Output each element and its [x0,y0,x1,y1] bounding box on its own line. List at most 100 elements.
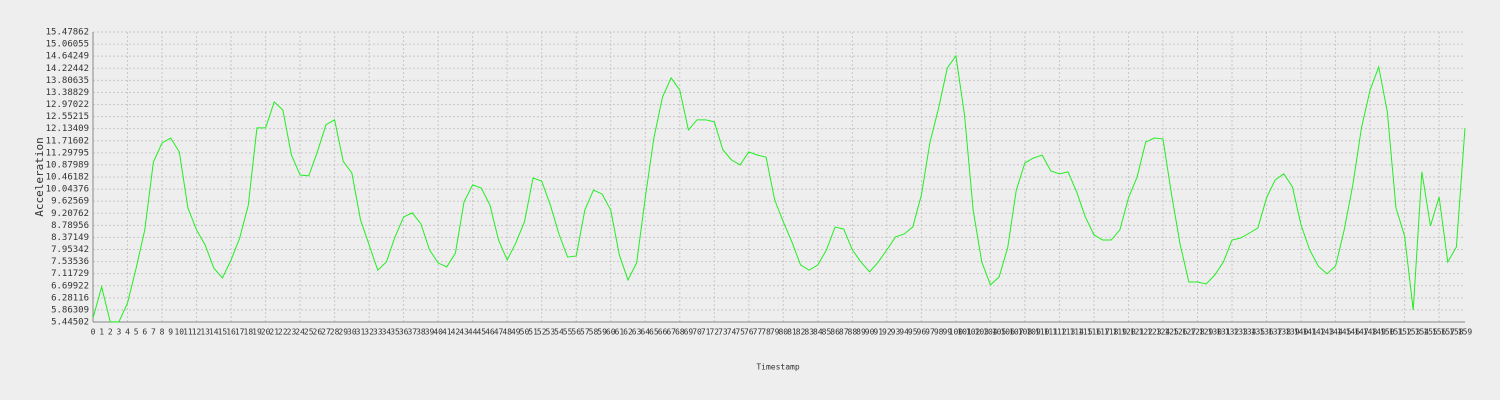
x-tick-label: 2 [108,328,113,337]
x-tick-label: 159 [1458,328,1473,337]
x-tick-label: 156 [1432,328,1447,337]
x-tick-label: 107 [1009,328,1024,337]
x-tick-label: 70 [692,328,702,337]
y-tick-label: 13.38829 [46,88,89,98]
x-tick-label: 155 [1423,328,1438,337]
x-axis-label: Timestamp [756,363,800,372]
x-tick-label: 114 [1069,328,1084,337]
x-tick-label: 16 [226,328,236,337]
x-tick-label: 66 [658,328,668,337]
x-tick-label: 130 [1208,328,1223,337]
y-tick-label: 11.71602 [46,136,89,146]
x-tick-label: 143 [1320,328,1335,337]
x-tick-label: 101 [957,328,972,337]
x-tick-label: 74 [727,328,737,337]
x-tick-label: 147 [1354,328,1369,337]
x-tick-label: 133 [1233,328,1248,337]
x-tick-label: 72 [709,328,719,337]
y-tick-label: 6.28116 [51,293,89,303]
x-tick-label: 21 [269,328,279,337]
x-tick-label: 127 [1182,328,1197,337]
data-line [92,54,1466,323]
x-tick-label: 67 [666,328,676,337]
x-tick-label: 93 [891,328,901,337]
x-tick-label: 7 [151,328,156,337]
x-tick-label: 34 [382,328,392,337]
x-tick-label: 63 [632,328,642,337]
x-tick-label: 124 [1156,328,1171,337]
x-tick-label: 89 [856,328,866,337]
x-tick-label: 3 [116,328,121,337]
y-tick-label: 14.64249 [46,52,89,62]
x-tick-label: 90 [865,328,875,337]
x-tick-label: 51 [528,328,538,337]
y-tick-label: 7.95342 [51,245,89,255]
x-tick-label: 40 [433,328,443,337]
x-tick-label: 49 [511,328,521,337]
x-tick-label: 64 [640,328,650,337]
x-tick-label: 53 [546,328,556,337]
x-tick-label: 4 [125,328,130,337]
x-tick-label: 11 [183,328,193,337]
x-tick-label: 154 [1415,328,1430,337]
x-tick-label: 128 [1190,328,1205,337]
x-tick-label: 48 [502,328,512,337]
x-tick-label: 75 [735,328,745,337]
x-tick-label: 29 [338,328,348,337]
x-tick-label: 31 [356,328,366,337]
x-tick-label: 132 [1225,328,1240,337]
x-tick-label: 150 [1380,328,1395,337]
x-tick-label: 77 [753,328,763,337]
y-tick-label: 6.69922 [51,281,89,291]
y-tick-label: 10.04376 [46,185,89,195]
x-tick-label: 35 [390,328,400,337]
x-tick-label: 111 [1044,328,1059,337]
x-tick-label: 88 [848,328,858,337]
y-tick-label: 12.55215 [46,112,89,122]
y-tick-label: 5.44502 [51,318,89,328]
y-tick-label: 9.20762 [51,209,89,219]
x-tick-label: 50 [520,328,530,337]
x-tick-label: 97 [925,328,935,337]
x-tick-label: 24 [295,328,305,337]
x-tick-label: 37 [407,328,417,337]
x-tick-label: 10 [174,328,184,337]
x-tick-label: 12 [192,328,202,337]
y-tick-label: 9.62569 [51,197,89,207]
x-tick-label: 17 [235,328,245,337]
x-tick-label: 110 [1035,328,1050,337]
x-tick-label: 91 [873,328,883,337]
x-tick-label: 120 [1121,328,1136,337]
x-tick-label: 112 [1052,328,1067,337]
x-tick-label: 79 [770,328,780,337]
x-tick-label: 141 [1302,328,1317,337]
x-tick-label: 25 [304,328,314,337]
y-tick-label: 15.06055 [46,40,89,50]
x-tick-label: 148 [1363,328,1378,337]
y-tick-label: 12.13409 [46,124,89,134]
x-tick-label: 1 [99,328,104,337]
x-tick-label: 103 [975,328,990,337]
x-tick-label: 117 [1095,328,1110,337]
x-tick-label: 140 [1294,328,1309,337]
x-tick-label: 104 [983,328,998,337]
y-tick-label: 5.86309 [51,305,89,315]
y-tick-label: 13.80635 [46,76,89,86]
x-tick-label: 100 [949,328,964,337]
x-tick-label: 47 [494,328,504,337]
x-tick-label: 108 [1018,328,1033,337]
x-tick-label: 55 [563,328,573,337]
x-tick-label: 84 [813,328,823,337]
x-tick-label: 44 [468,328,478,337]
x-tick-label: 13 [200,328,210,337]
y-tick-label: 7.53536 [51,257,89,267]
x-tick-label: 98 [934,328,944,337]
y-tick-label: 8.78956 [51,221,89,231]
x-tick-label: 82 [796,328,806,337]
y-tick-label: 12.97022 [46,100,89,110]
x-tick-label: 146 [1346,328,1361,337]
x-tick-label: 102 [966,328,981,337]
x-tick-label: 105 [992,328,1007,337]
x-tick-label: 19 [252,328,262,337]
